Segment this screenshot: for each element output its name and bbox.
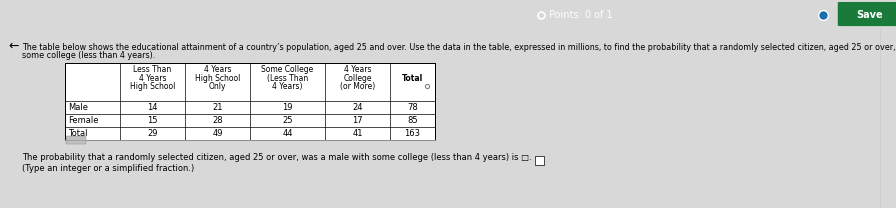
Text: 4 Years: 4 Years	[344, 65, 371, 74]
Text: 4 Years: 4 Years	[203, 65, 231, 74]
Text: 17: 17	[352, 116, 363, 125]
Text: (Less Than: (Less Than	[267, 74, 308, 83]
Text: Some College: Some College	[262, 65, 314, 74]
FancyBboxPatch shape	[838, 2, 896, 26]
Text: 29: 29	[147, 129, 158, 138]
Text: 44: 44	[282, 129, 293, 138]
Text: 24: 24	[352, 103, 363, 112]
Text: Only: Only	[209, 82, 227, 91]
Bar	[65, 63, 435, 140]
Text: Total: Total	[402, 74, 423, 83]
Text: 28: 28	[212, 116, 223, 125]
Text: High School: High School	[130, 82, 176, 91]
Text: 21: 21	[212, 103, 223, 112]
Text: (Type an integer or a simplified fraction.): (Type an integer or a simplified fractio…	[22, 164, 194, 173]
Text: 4 Years): 4 Years)	[272, 82, 303, 91]
Bar	[535, 156, 544, 165]
Text: High School: High School	[194, 74, 240, 83]
Text: 49: 49	[212, 129, 223, 138]
Text: The table below shows the educational attainment of a country’s population, aged: The table below shows the educational at…	[22, 43, 896, 52]
Text: 14: 14	[147, 103, 158, 112]
Text: some college (less than 4 years).: some college (less than 4 years).	[22, 51, 155, 60]
Text: Female: Female	[68, 116, 99, 125]
FancyBboxPatch shape	[66, 136, 86, 144]
Text: College: College	[343, 74, 372, 83]
Text: The probability that a randomly selected citizen, aged 25 or over, was a male wi: The probability that a randomly selected…	[22, 153, 531, 162]
Text: Points: 0 of 1: Points: 0 of 1	[549, 10, 613, 20]
Text: Male: Male	[68, 103, 88, 112]
Text: 19: 19	[282, 103, 293, 112]
Text: (or More): (or More)	[340, 82, 375, 91]
Text: Less Than: Less Than	[134, 65, 172, 74]
Text: 41: 41	[352, 129, 363, 138]
Text: 78: 78	[407, 103, 418, 112]
Text: 15: 15	[147, 116, 158, 125]
Text: 163: 163	[404, 129, 420, 138]
Text: Total: Total	[68, 129, 88, 138]
Text: 85: 85	[407, 116, 418, 125]
Text: 4 Years: 4 Years	[139, 74, 167, 83]
Text: Save: Save	[857, 10, 883, 20]
Text: ←: ←	[8, 40, 19, 53]
Text: 25: 25	[282, 116, 293, 125]
